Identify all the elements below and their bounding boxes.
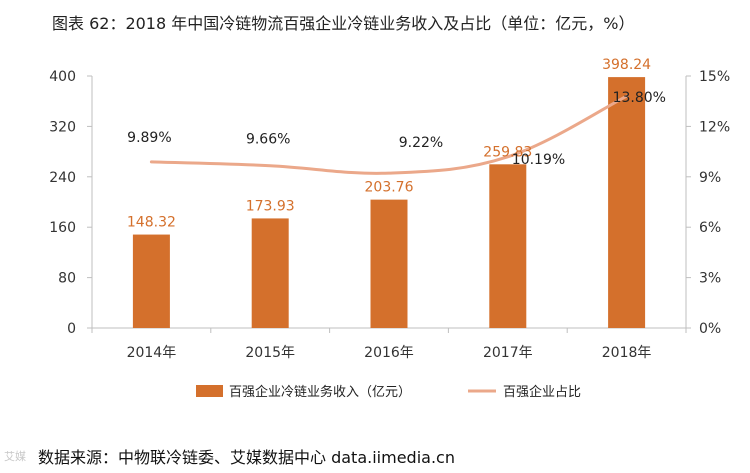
y-left-tick-label: 240 [49,170,76,186]
bar-value-label: 148.32 [127,215,176,231]
bar [251,218,289,328]
y-left-tick-label: 160 [49,220,76,236]
x-tick-label: 2014年 [127,345,177,361]
y-right-tick-label: 15% [699,69,730,85]
bar [132,234,170,328]
bar-series [132,77,646,329]
y-right-tick-label: 6% [699,220,721,236]
y-right-tick-label: 3% [699,271,721,287]
bar-value-label: 173.93 [246,198,295,214]
bar [608,77,646,329]
data-labels: 148.32 173.93 203.76 259.83 398.24 9.89% 9.66%… [127,57,666,230]
y-right-tick-label: 9% [699,170,721,186]
x-tick-label: 2015年 [245,345,295,361]
bar-value-label: 259.83 [483,144,532,160]
legend-line-label: 百强企业占比 [503,384,581,400]
iimedia-logo: 艾媒 [4,450,26,463]
share-line [149,94,629,175]
line-value-label: 9.66% [246,132,290,148]
axes: 0 80 160 240 320 400 0% 3% 6% 9% 12% 15% 2014年 2015年 2… [49,69,730,361]
line-series [149,94,629,175]
legend-bar-swatch [196,385,223,397]
bar-value-label: 203.76 [365,180,414,196]
y-left-tick-label: 400 [49,69,76,85]
y-right-tick-label: 12% [699,119,730,135]
legend: 百强企业冷链业务收入（亿元） 百强企业占比 [196,384,581,400]
y-left-tick-label: 0 [67,321,76,337]
line-value-label: 9.22% [399,135,443,151]
line-value-label: 10.19% [512,152,565,168]
y-right-tick-label: 0% [699,321,721,337]
y-left-tick-label: 320 [49,119,76,135]
line-value-label: 9.89% [127,130,171,146]
x-tick-label: 2018年 [602,345,652,361]
data-source: 数据来源：中物联冷链委、艾媒数据中心 data.iimedia.cn [38,448,455,467]
bar [370,199,408,328]
x-tick-label: 2016年 [364,345,414,361]
chart-title: 图表 62：2018 年中国冷链物流百强企业冷链业务收入及占比（单位：亿元，%） [52,14,635,33]
bar [489,164,527,328]
x-tick-label: 2017年 [483,345,533,361]
bar-value-label: 398.24 [602,57,651,73]
y-left-tick-label: 80 [58,271,76,287]
legend-bar-label: 百强企业冷链业务收入（亿元） [229,384,411,400]
line-value-label: 13.80% [613,90,666,106]
